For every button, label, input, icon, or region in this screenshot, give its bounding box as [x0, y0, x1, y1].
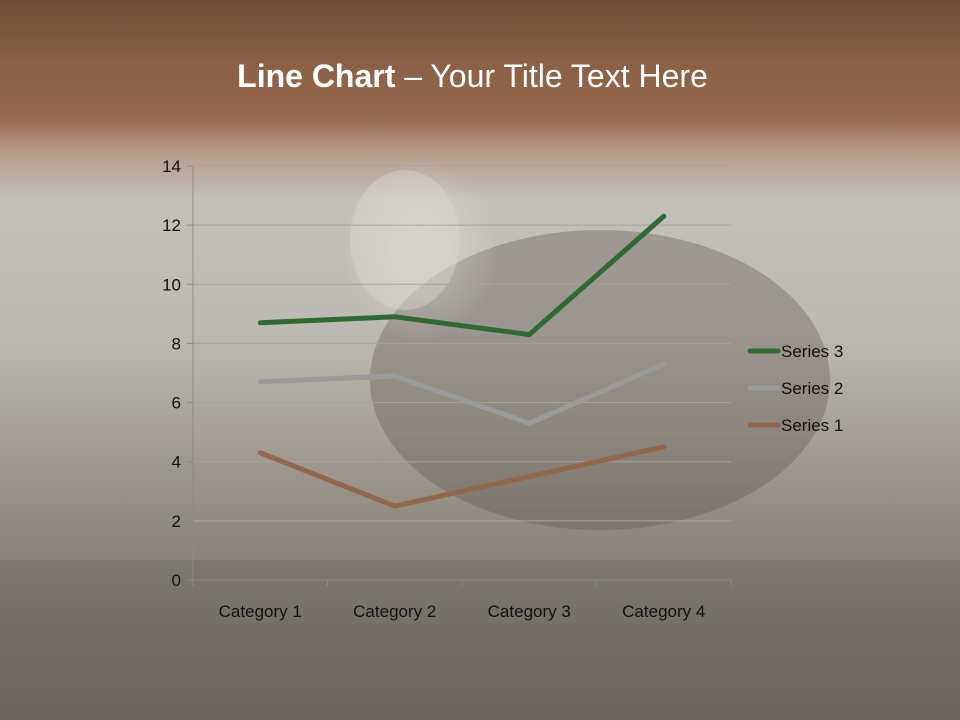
y-tick-label: 0 — [172, 571, 181, 590]
x-tick-label: Category 4 — [622, 602, 705, 621]
chart-axes: 0 2 4 6 8 10 12 14 Category 1 Category 2 Category … — [162, 157, 732, 621]
slide-title: Line Chart – Your Title Text Here — [0, 52, 945, 100]
y-tick-label: 12 — [162, 216, 181, 235]
y-tick-label: 6 — [172, 394, 181, 413]
slide-title-rest: – Your Title Text Here — [395, 58, 708, 94]
legend-label-2: Series 2 — [781, 379, 843, 398]
chart-gridlines — [193, 165, 731, 522]
x-tick-label: Category 3 — [488, 602, 571, 621]
legend-label-3: Series 3 — [781, 342, 843, 361]
y-tick-label: 8 — [172, 334, 181, 353]
y-tick-label: 4 — [172, 453, 181, 472]
x-tick-label: Category 1 — [219, 602, 302, 621]
y-tick-label: 14 — [162, 157, 181, 176]
series-line-3 — [257, 213, 667, 338]
y-tick-label: 10 — [162, 275, 181, 294]
slide-title-bold: Line Chart — [237, 58, 396, 94]
chart-legend: Series 3 Series 2 Series 1 — [747, 342, 843, 435]
y-tick-label: 2 — [172, 512, 181, 531]
legend-label-1: Series 1 — [781, 416, 843, 435]
chart-series — [257, 213, 667, 509]
series-line-1 — [257, 444, 667, 509]
series-line-2 — [257, 361, 667, 426]
x-tick-label: Category 2 — [353, 602, 436, 621]
